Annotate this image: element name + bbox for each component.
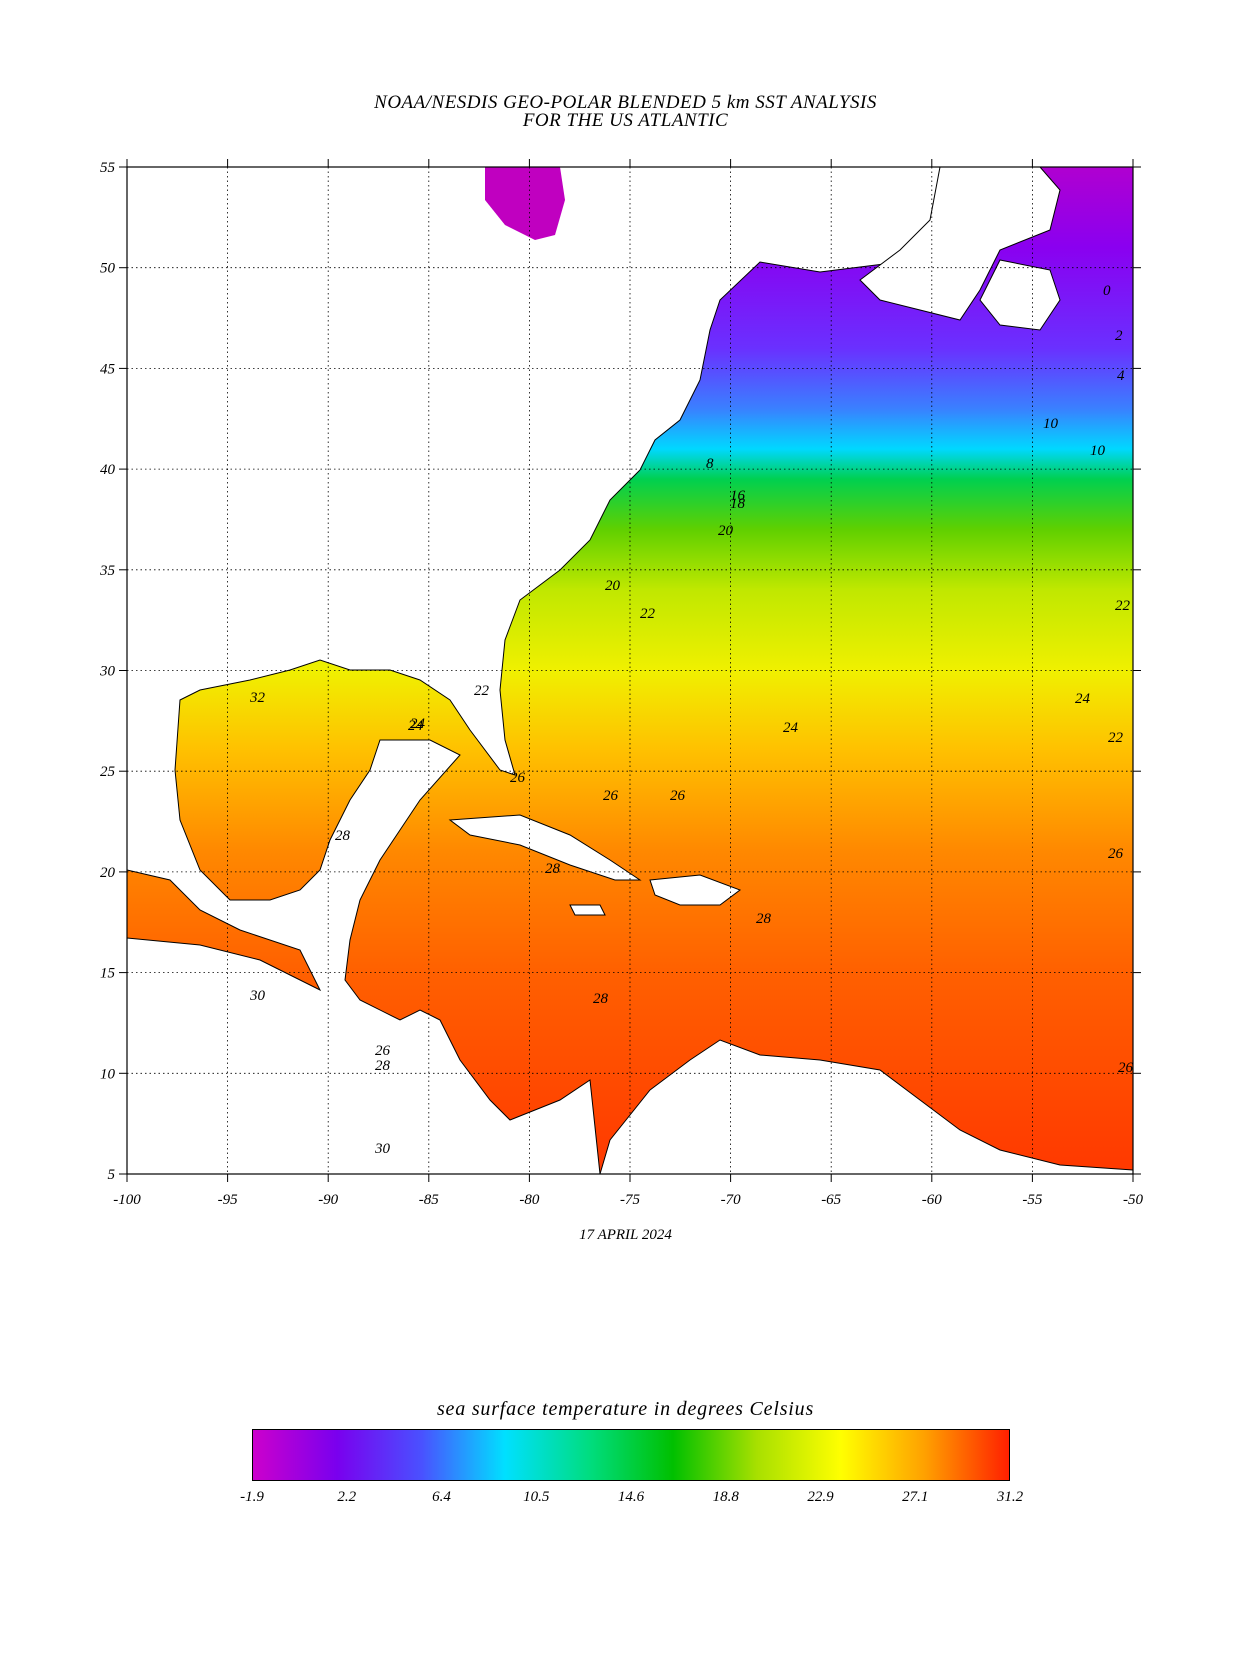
graticule [127, 167, 1133, 1174]
contour-label: 4 [1117, 368, 1125, 384]
contour-label: 22 [474, 683, 490, 699]
jamaica-land [569, 904, 606, 916]
y-tick-label: 50 [100, 261, 116, 277]
color-scale-tick-label: 14.6 [617, 1489, 645, 1505]
contour-label: 32 [249, 690, 266, 706]
contour-label: 26 [670, 788, 686, 804]
contour-label: 10 [1043, 416, 1059, 432]
labrador-land [859, 167, 1061, 321]
color-scale-tick-label: -1.9 [240, 1489, 264, 1505]
contour-label: 28 [593, 991, 609, 1007]
x-tick-label: -60 [922, 1192, 942, 1208]
legend-title: sea surface temperature in degrees Celsi… [436, 1398, 815, 1420]
y-tick-label: 30 [99, 664, 116, 680]
contour-label: 8 [706, 456, 714, 472]
contour-label: 22 [1115, 598, 1131, 614]
color-scale-bar [252, 1429, 1010, 1481]
x-tick-label: -80 [519, 1192, 539, 1208]
cuba-land [448, 814, 642, 881]
contour-label: 30 [249, 988, 266, 1004]
x-tick-label: -70 [721, 1192, 741, 1208]
south-america-land [599, 1039, 1133, 1174]
y-tick-label: 5 [108, 1167, 116, 1183]
y-tick-label: 45 [100, 361, 116, 377]
north-america-land [127, 167, 961, 1174]
map-title-line1: NOAA/NESDIS GEO-POLAR BLENDED 5 km SST A… [374, 92, 877, 113]
contour-label: 26 [603, 788, 619, 804]
contour-label: 26 [1108, 846, 1124, 862]
y-tick-label: 35 [99, 563, 116, 579]
color-scale-tick-label: 22.9 [807, 1489, 834, 1505]
x-tick-label: -90 [318, 1192, 338, 1208]
hudson-bay [485, 167, 565, 240]
color-scale-tick-label: 31.2 [996, 1489, 1024, 1505]
x-tick-label: -95 [218, 1192, 238, 1208]
analysis-date: 17 APRIL 2024 [579, 1227, 672, 1243]
contour-label: 26 [1118, 1060, 1134, 1076]
x-tick-label: -50 [1123, 1192, 1143, 1208]
color-scale-tick-label: 6.4 [432, 1489, 451, 1505]
contour-label: 28 [756, 911, 772, 927]
contour-label: 20 [718, 523, 734, 539]
contour-label: 22 [640, 606, 656, 622]
contour-label: 26 [510, 770, 526, 786]
x-tick-label: -100 [113, 1192, 141, 1208]
hispaniola-land [649, 874, 742, 906]
contour-label: 24 [410, 716, 426, 732]
contour-label: 18 [730, 496, 746, 512]
y-tick-label: 40 [100, 462, 116, 478]
x-tick-label: -75 [620, 1192, 640, 1208]
contour-label: 28 [335, 828, 351, 844]
x-tick-label: -85 [419, 1192, 439, 1208]
y-tick-label: 55 [100, 160, 116, 176]
contour-label: 22 [1108, 730, 1124, 746]
contour-label: 16 [730, 488, 746, 504]
contour-label: 24 [408, 718, 424, 734]
y-tick-label: 15 [100, 966, 116, 982]
map-title-line2: FOR THE US ATLANTIC [522, 110, 729, 131]
color-scale-tick-label: 10.5 [523, 1489, 550, 1505]
y-tick-label: 25 [100, 764, 116, 780]
contour-label: 28 [545, 861, 561, 877]
color-scale-tick-label: 18.8 [712, 1489, 739, 1505]
contour-label: 2 [1115, 328, 1123, 344]
contour-label: 20 [605, 578, 621, 594]
newfoundland-land [979, 259, 1061, 331]
y-tick-label: 10 [100, 1066, 116, 1082]
contour-label: 24 [1075, 691, 1091, 707]
contour-label: 10 [1090, 443, 1106, 459]
x-tick-label: -55 [1022, 1192, 1042, 1208]
x-tick-label: -65 [821, 1192, 841, 1208]
longitude-labels: -100 -95 -90 -85 -80 -75 -70 -65 -60 -55 -50 [113, 159, 1143, 1208]
contour-label: 0 [1103, 283, 1111, 299]
color-scale-tick-label: 2.2 [337, 1489, 357, 1505]
contour-label: 30 [374, 1141, 391, 1157]
contour-label: 26 [375, 1043, 391, 1059]
contour-label: 24 [783, 720, 799, 736]
y-tick-label: 20 [100, 865, 116, 881]
contour-label: 28 [375, 1058, 391, 1074]
color-scale-tick-label: 27.1 [902, 1489, 929, 1505]
